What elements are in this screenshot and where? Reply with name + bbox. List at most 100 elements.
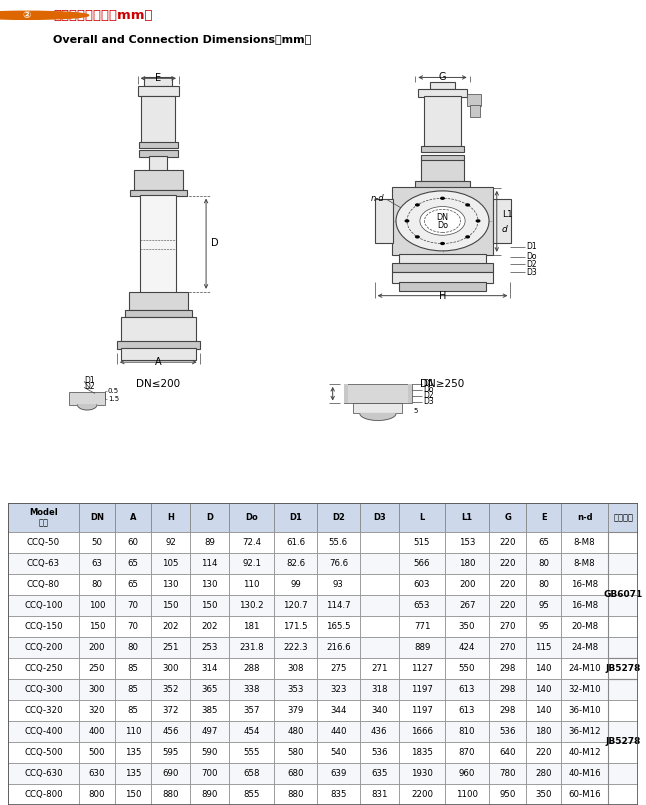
Bar <box>139 142 178 148</box>
Text: 536: 536 <box>499 727 516 736</box>
Bar <box>317 784 360 805</box>
Bar <box>415 181 470 188</box>
Text: 150: 150 <box>202 601 218 609</box>
Bar <box>489 503 526 531</box>
Bar <box>8 742 79 763</box>
Text: 880: 880 <box>287 790 304 799</box>
Text: 1100: 1100 <box>456 790 478 799</box>
Bar <box>399 784 445 805</box>
Bar <box>151 742 190 763</box>
Text: D3: D3 <box>423 397 434 406</box>
Bar <box>399 679 445 700</box>
Text: 40-M12: 40-M12 <box>568 748 601 757</box>
Text: 80: 80 <box>538 559 549 568</box>
Text: 0.5: 0.5 <box>108 388 119 394</box>
Text: 350: 350 <box>536 790 552 799</box>
Bar <box>8 616 79 637</box>
Text: 580: 580 <box>287 748 304 757</box>
Bar <box>526 721 561 742</box>
Text: 110: 110 <box>244 580 260 588</box>
Text: 法兰标准: 法兰标准 <box>613 513 633 522</box>
Text: n-d: n-d <box>577 513 592 522</box>
Text: 150: 150 <box>125 790 141 799</box>
Bar <box>317 700 360 721</box>
Text: 70: 70 <box>128 601 139 609</box>
Text: 352: 352 <box>162 685 179 694</box>
Bar <box>526 679 561 700</box>
Text: 95: 95 <box>538 601 549 609</box>
Bar <box>489 658 526 679</box>
Ellipse shape <box>420 207 465 235</box>
Bar <box>353 402 402 414</box>
Bar <box>274 658 317 679</box>
Bar <box>399 254 486 264</box>
Circle shape <box>465 235 470 238</box>
Text: 70: 70 <box>128 621 139 631</box>
Text: A: A <box>130 513 136 522</box>
Text: 298: 298 <box>499 664 516 673</box>
Bar <box>445 658 489 679</box>
Bar <box>317 616 360 637</box>
Bar <box>360 637 399 658</box>
Bar <box>121 316 196 342</box>
Text: 80: 80 <box>128 642 139 652</box>
Text: DN≥250: DN≥250 <box>421 379 464 389</box>
Text: 500: 500 <box>89 748 105 757</box>
Text: CCQ-800: CCQ-800 <box>24 790 63 799</box>
Text: 8-M8: 8-M8 <box>574 538 596 547</box>
Bar <box>229 531 274 553</box>
Bar <box>609 679 638 700</box>
Bar <box>399 700 445 721</box>
Text: 8-M8: 8-M8 <box>574 559 596 568</box>
Bar <box>609 721 638 742</box>
Text: 1666: 1666 <box>411 727 433 736</box>
Bar <box>274 503 317 531</box>
Bar <box>190 574 229 595</box>
Text: 690: 690 <box>162 769 179 778</box>
Text: 365: 365 <box>202 685 218 694</box>
Text: D1: D1 <box>84 376 94 385</box>
Bar <box>526 784 561 805</box>
Text: 267: 267 <box>459 601 475 609</box>
Bar <box>274 742 317 763</box>
Text: 800: 800 <box>89 790 105 799</box>
Text: D2: D2 <box>526 260 537 269</box>
Bar <box>609 742 638 763</box>
Bar <box>151 658 190 679</box>
Circle shape <box>415 203 420 207</box>
Text: CCQ-630: CCQ-630 <box>24 769 63 778</box>
Bar <box>8 679 79 700</box>
Bar <box>79 531 115 553</box>
Bar <box>609 679 638 805</box>
Text: 480: 480 <box>287 727 304 736</box>
Text: 515: 515 <box>414 538 430 547</box>
Text: 595: 595 <box>162 748 179 757</box>
Text: 424: 424 <box>459 642 475 652</box>
Text: 115: 115 <box>536 642 552 652</box>
Bar <box>274 637 317 658</box>
Text: 950: 950 <box>499 790 516 799</box>
Bar <box>229 595 274 616</box>
Bar <box>274 616 317 637</box>
Text: 76.6: 76.6 <box>329 559 348 568</box>
Text: 340: 340 <box>371 706 388 715</box>
Bar <box>151 721 190 742</box>
Text: D2: D2 <box>84 382 94 391</box>
Text: 36-M12: 36-M12 <box>568 727 601 736</box>
Bar <box>115 742 151 763</box>
Bar <box>79 784 115 805</box>
Text: 889: 889 <box>414 642 430 652</box>
Text: CCQ-300: CCQ-300 <box>24 685 63 694</box>
Bar <box>609 616 638 637</box>
Bar <box>190 503 229 531</box>
Text: 130: 130 <box>162 580 179 588</box>
Bar <box>561 553 609 574</box>
Text: 5: 5 <box>413 408 417 415</box>
Text: D1: D1 <box>289 513 302 522</box>
Text: 630: 630 <box>89 769 105 778</box>
Text: 65: 65 <box>128 559 139 568</box>
Text: 350: 350 <box>459 621 475 631</box>
Text: 110: 110 <box>125 727 141 736</box>
Text: 323: 323 <box>330 685 347 694</box>
Bar <box>229 616 274 637</box>
